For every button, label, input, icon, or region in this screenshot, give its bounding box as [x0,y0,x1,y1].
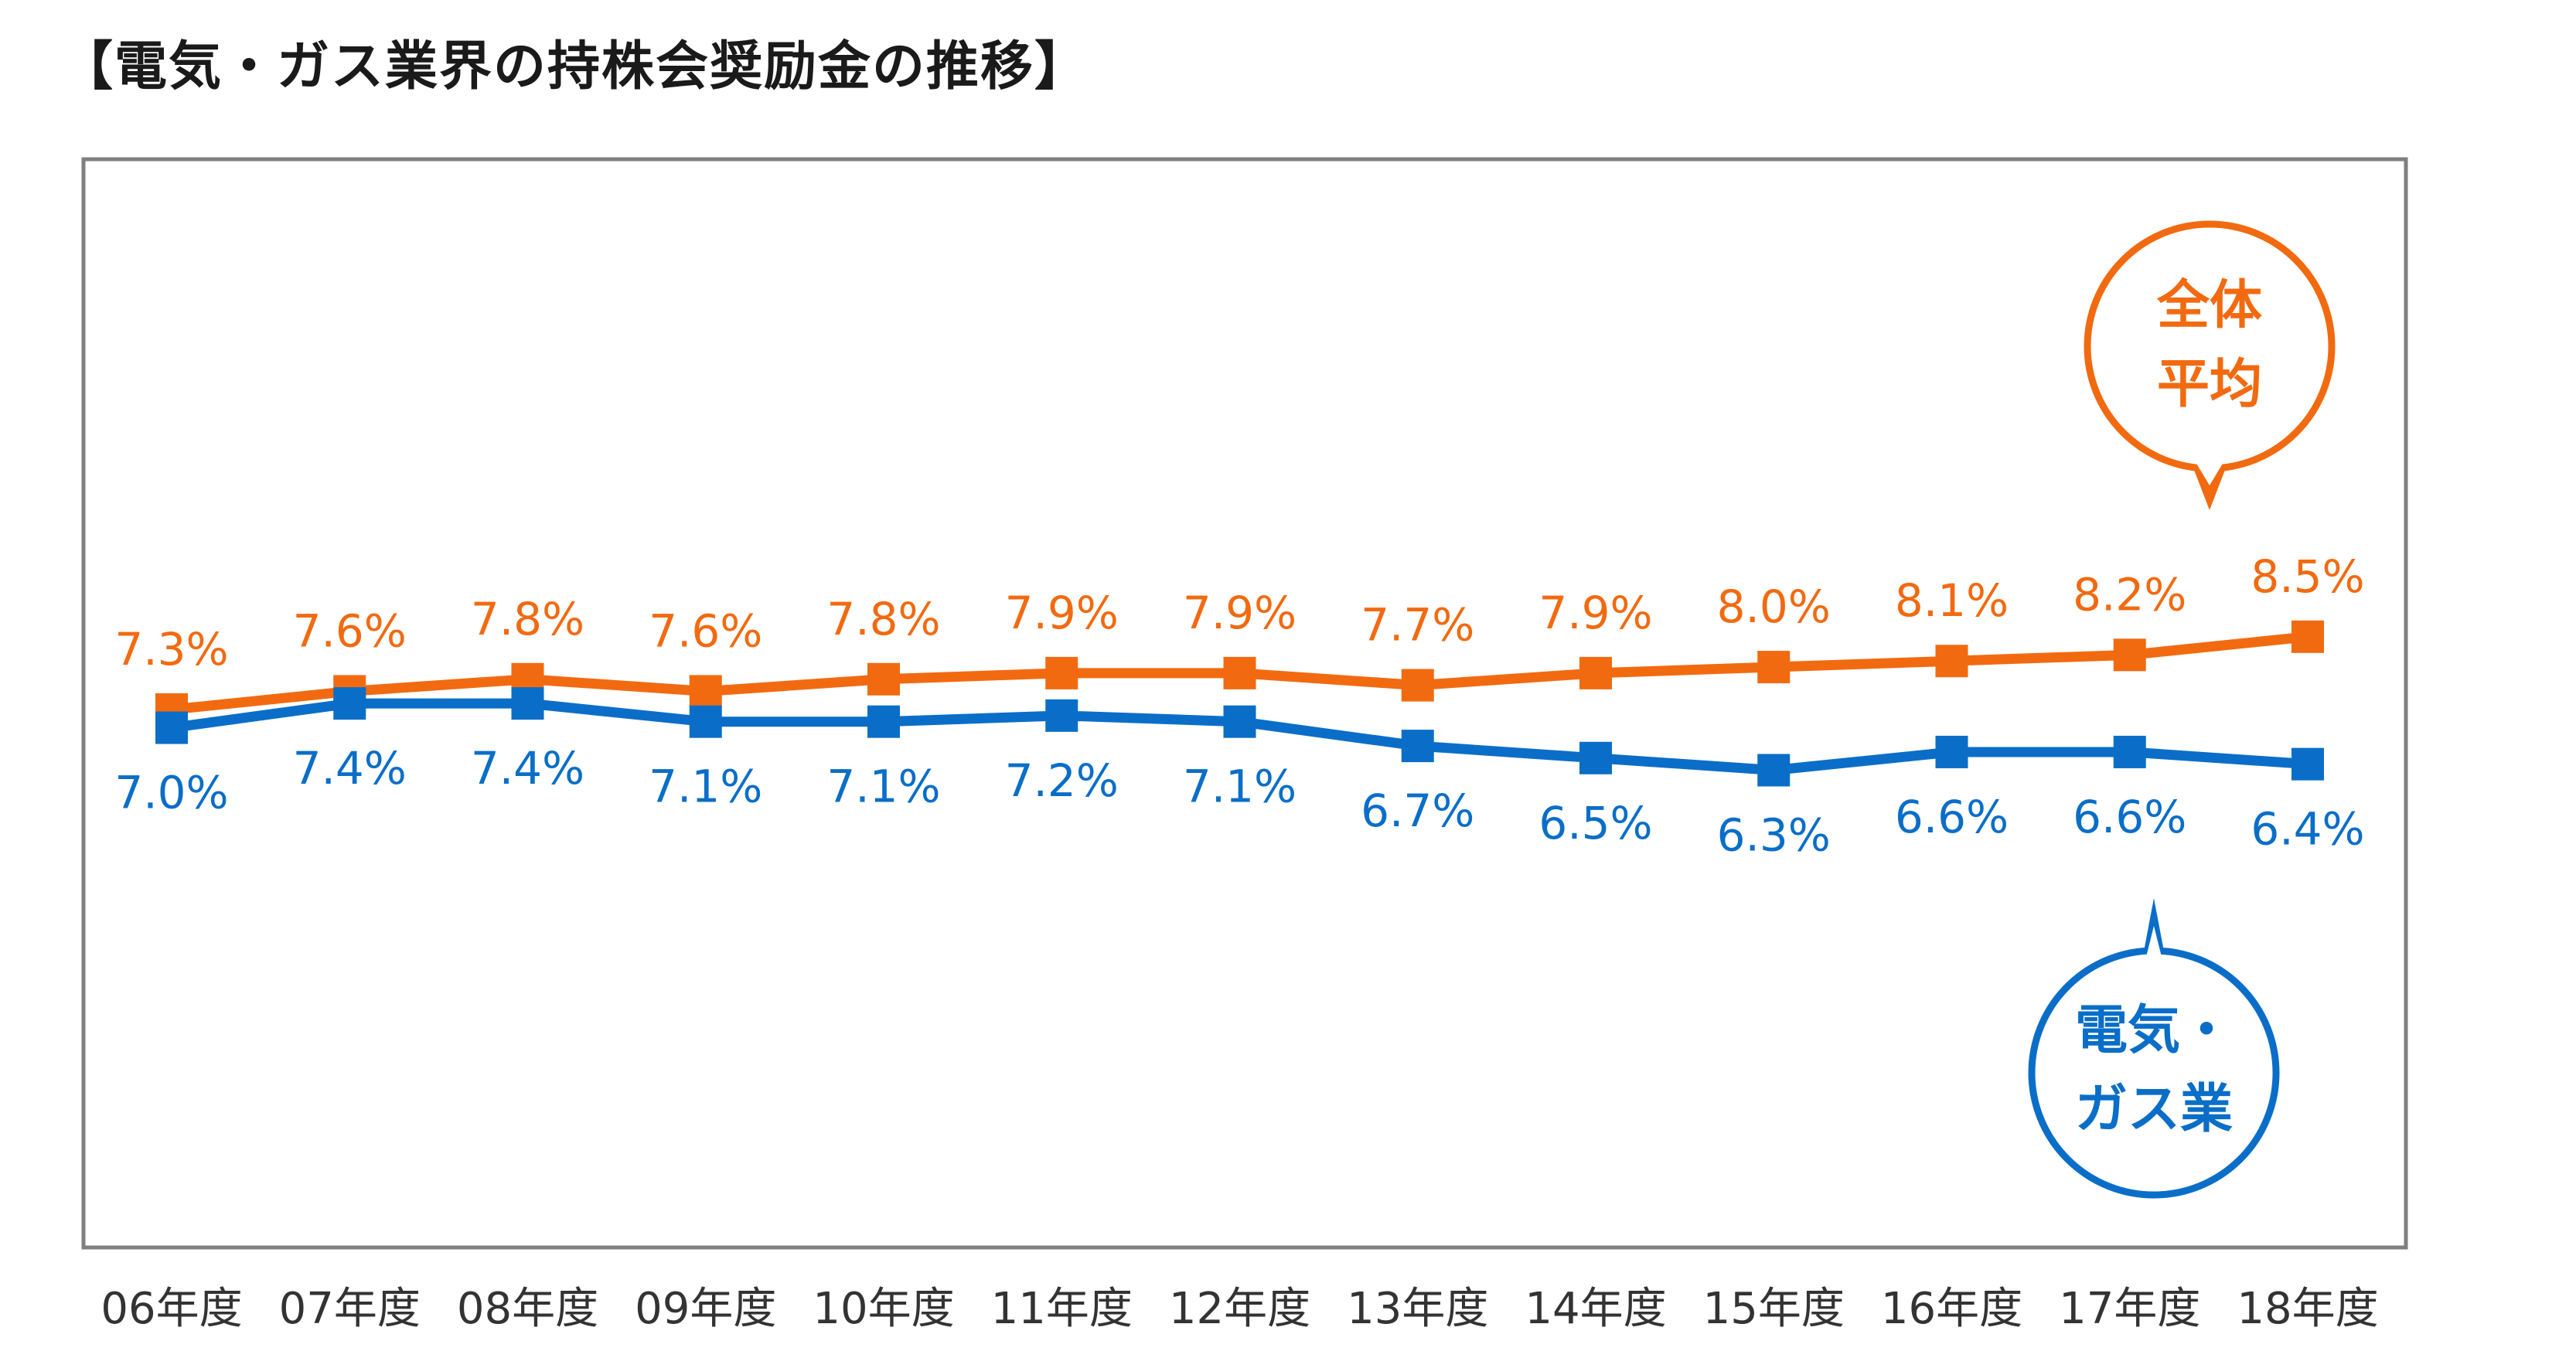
data-label: 7.6% [649,604,762,657]
data-label: 7.9% [1005,587,1119,639]
data-point-marker [2291,747,2324,781]
data-point-marker [1935,735,1968,768]
data-label: 6.3% [1717,809,1831,862]
data-point-marker [2113,638,2146,672]
data-point-marker [1757,754,1791,787]
data-point-marker [1223,705,1256,738]
data-point-marker [689,705,722,738]
data-label: 8.2% [2073,568,2186,621]
data-label: 7.2% [1005,754,1119,807]
data-point-marker [1045,656,1078,689]
data-label: 6.6% [2073,791,2186,843]
data-point-marker [1223,656,1256,689]
data-label: 6.4% [2251,803,2364,856]
x-tick-label: 17年度 [2059,1284,2200,1334]
callout-utility-circle [2028,947,2280,1199]
data-label: 6.5% [1538,797,1652,849]
data-label: 7.7% [1361,599,1474,652]
x-tick-label: 16年度 [1881,1284,2022,1334]
data-point-marker [1579,741,1612,774]
data-label: 7.9% [1183,587,1297,639]
data-point-marker [1401,730,1434,763]
callout-utility-pointer-gap [2146,926,2162,957]
data-label: 8.1% [1895,574,2009,627]
callout-overall-pointer-gap [2196,462,2223,485]
callout-overall-line2: 平均 [2157,354,2262,415]
x-axis-labels: 06年度 07年度 08年度 09年度 10年度 11年度 12年度 13年度 14年度 15年度… [101,1284,2378,1334]
data-label: 7.1% [1183,761,1297,813]
data-point-marker [1401,669,1434,702]
x-tick-label: 07年度 [279,1284,421,1334]
data-point-marker [155,711,188,744]
x-tick-label: 18年度 [2237,1284,2378,1334]
callout-utility-line1: 電気・ [2075,1000,2233,1061]
data-point-marker [1935,645,1968,678]
x-tick-label: 15年度 [1703,1284,1845,1334]
data-label: 7.8% [826,593,940,645]
x-tick-label: 08年度 [457,1284,598,1334]
x-tick-label: 11年度 [991,1284,1133,1334]
data-label: 7.1% [826,761,940,813]
series-utility: 7.0% 7.4% 7.4% 7.1% 7.1% 7.2% 7.1% 6.7% 6.5% 6.3%… [114,687,2365,862]
data-point-marker [689,675,722,708]
data-label: 6.7% [1361,785,1474,837]
data-label: 7.1% [649,761,762,813]
callout-overall-line1: 全体 [2156,275,2262,336]
data-point-marker [333,687,366,720]
data-point-marker [1579,656,1612,689]
data-point-marker [1757,651,1791,684]
data-point-marker [2291,620,2324,653]
data-label: 7.0% [114,767,228,819]
callout-utility-line2: ガス業 [2075,1079,2233,1140]
x-tick-label: 06年度 [101,1284,242,1334]
series-layer: 7.3% 7.6% 7.8% 7.6% 7.8% 7.9% 7.9% 7.7% 7.9% 8.0%… [114,550,2364,862]
data-point-marker [511,687,544,720]
x-tick-label: 10年度 [813,1284,954,1334]
data-label: 7.4% [471,742,584,795]
data-label: 7.3% [114,623,228,676]
callout-utility: 電気・ ガス業 [2028,898,2280,1199]
callout-overall-pointer [2193,466,2227,510]
chart-title: 【電気・ガス業界の持株会奨励金の推移】 [60,36,1089,97]
series-overall: 7.3% 7.6% 7.8% 7.6% 7.8% 7.9% 7.9% 7.7% 7.9% 8.0%… [114,550,2365,726]
data-label: 7.4% [293,742,407,795]
x-tick-label: 12年度 [1169,1284,1310,1334]
data-point-marker [1045,699,1078,732]
data-point-marker [867,662,900,696]
data-label: 8.0% [1717,580,1831,633]
data-point-marker [867,705,900,738]
x-tick-label: 14年度 [1525,1284,1666,1334]
x-tick-label: 13年度 [1347,1284,1488,1334]
x-tick-label: 09年度 [635,1284,776,1334]
callout-overall-circle [2084,220,2336,472]
data-label: 7.9% [1538,587,1652,639]
data-point-marker [2113,735,2146,768]
data-label: 8.5% [2251,550,2364,603]
data-label: 7.8% [471,593,584,645]
data-label: 6.6% [1895,791,2009,843]
callout-overall: 全体 平均 [2084,220,2336,510]
data-label: 7.6% [293,604,407,657]
